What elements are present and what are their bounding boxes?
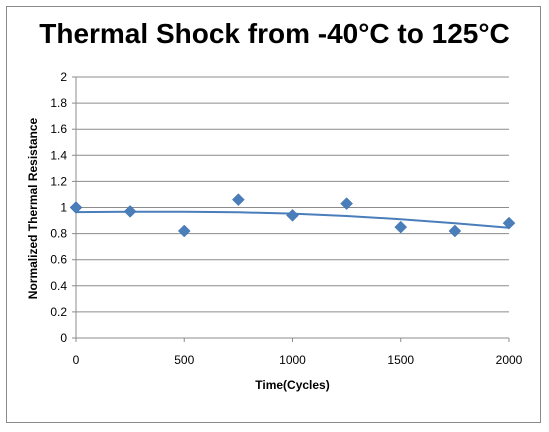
y-tick-label: 1 — [60, 201, 67, 215]
data-point — [177, 224, 191, 238]
x-tick-label: 500 — [174, 353, 194, 367]
y-tick-label: 1.6 — [50, 122, 67, 136]
y-tick-label: 1.4 — [50, 148, 67, 162]
y-tick-label: 0.8 — [50, 227, 67, 241]
y-tick-label: 0.2 — [50, 305, 67, 319]
data-point — [394, 220, 408, 234]
data-point — [286, 208, 299, 222]
data-point — [448, 224, 462, 238]
data-point — [232, 193, 245, 207]
x-tick-label: 0 — [73, 353, 80, 367]
chart-frame — [6, 6, 541, 423]
y-axis-title: Normalized Thermal Resistance — [26, 117, 40, 299]
x-tick-label: 1500 — [387, 353, 414, 367]
y-tick-label: 1.8 — [50, 96, 67, 110]
chart-title: Thermal Shock from -40°C to 125°C — [39, 18, 510, 49]
y-tick-label: 0 — [60, 331, 67, 345]
x-tick-label: 2000 — [496, 353, 523, 367]
y-tick-label: 2 — [60, 70, 67, 84]
y-tick-label: 0.6 — [50, 253, 67, 267]
data-point — [123, 205, 137, 218]
x-tick-label: 1000 — [279, 353, 306, 367]
y-tick-label: 0.4 — [50, 279, 67, 293]
data-point — [502, 216, 516, 230]
y-tick-label: 1.2 — [50, 174, 67, 188]
data-point — [69, 201, 83, 214]
x-axis-title: Time(Cycles) — [255, 378, 329, 392]
data-point — [340, 197, 353, 210]
